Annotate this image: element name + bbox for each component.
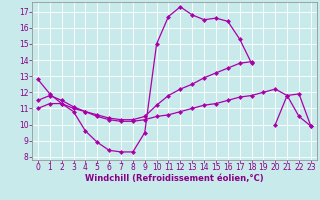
X-axis label: Windchill (Refroidissement éolien,°C): Windchill (Refroidissement éolien,°C) [85,174,264,183]
